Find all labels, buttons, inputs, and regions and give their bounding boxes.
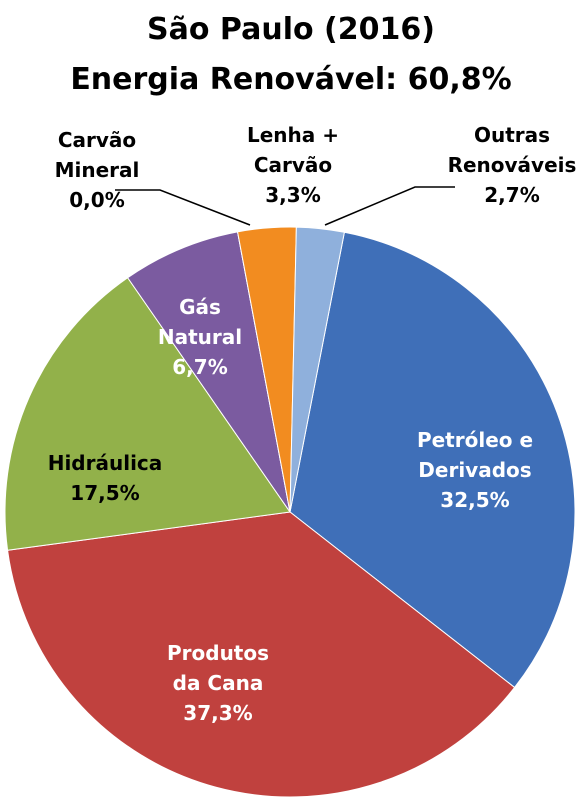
value-label: 17,5% xyxy=(70,481,140,505)
value-label: 6,7% xyxy=(172,355,228,379)
pie-slice xyxy=(126,231,291,513)
pie-slice xyxy=(289,231,576,689)
pie-slice xyxy=(4,277,291,551)
slice-label: Petróleo e Derivados xyxy=(416,428,534,482)
slice-label: Carvão Mineral xyxy=(54,128,140,182)
chart-title: São Paulo (2016) xyxy=(147,12,435,47)
pie-slice xyxy=(7,511,516,798)
pie-slice xyxy=(289,226,345,513)
leader-line xyxy=(115,189,251,226)
leader-line xyxy=(324,186,455,226)
value-label: 37,3% xyxy=(183,701,253,725)
slice-label: Produtos da Cana xyxy=(166,641,270,695)
value-label: 2,7% xyxy=(484,183,540,207)
value-label: 32,5% xyxy=(440,488,510,512)
slice-label: Hidráulica xyxy=(47,451,163,475)
slice-label: Lenha + Carvão xyxy=(246,123,339,177)
slice-label: Outras Renováveis xyxy=(447,123,577,177)
chart-subtitle: Energia Renovável: 60,8% xyxy=(70,62,512,97)
value-label: 3,3% xyxy=(265,183,321,207)
slice-label: Gás Natural xyxy=(157,295,243,349)
value-label: 0,0% xyxy=(69,188,125,212)
